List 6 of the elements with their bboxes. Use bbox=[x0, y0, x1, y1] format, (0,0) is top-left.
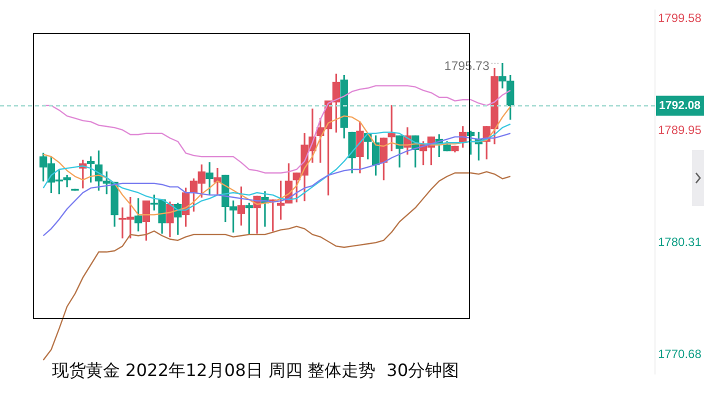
y-tick-label: 1799.58 bbox=[658, 10, 702, 25]
y-tick-label: 1789.95 bbox=[658, 122, 702, 137]
ref-line-label: 1792.08 bbox=[659, 100, 702, 112]
text: 现货黄金 2022年12月08日 周四 整体走势 30分钟图 bbox=[52, 360, 460, 382]
y-tick-label: 1780.31 bbox=[658, 234, 702, 249]
y-tick-label: 1770.68 bbox=[658, 346, 702, 361]
